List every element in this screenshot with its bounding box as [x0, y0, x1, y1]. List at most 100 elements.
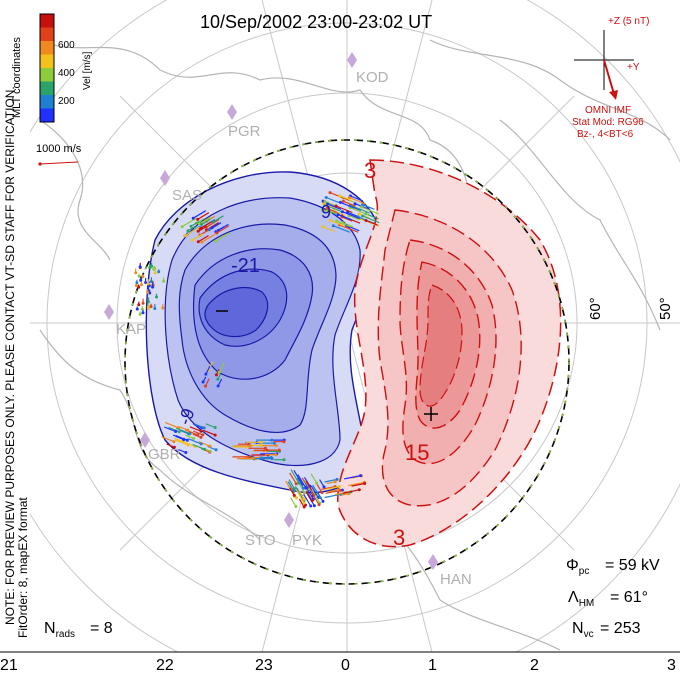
mlt-tick-3: 3 — [667, 657, 676, 674]
velocity-vector — [293, 469, 303, 485]
phi-pc-value: = 59 kV — [605, 557, 660, 574]
station-label-sas: SAS — [172, 187, 202, 204]
velocity-vector — [321, 486, 336, 490]
velocity-vector — [192, 210, 207, 219]
velocity-vector — [310, 473, 318, 484]
velocity-vector — [202, 376, 207, 383]
colorbar-block — [40, 54, 54, 68]
velocity-vector — [194, 423, 205, 429]
velocity-vector — [193, 423, 203, 429]
velocity-vector — [197, 235, 209, 243]
velocity-vector — [349, 207, 369, 216]
velocity-vector — [349, 196, 366, 205]
velocity-vector — [185, 434, 194, 440]
velocity-vector — [311, 489, 321, 504]
velocity-vector — [211, 222, 222, 229]
station-han: HAN — [428, 554, 472, 588]
n-vc-value: = 253 — [600, 620, 641, 637]
velocity-vector — [310, 491, 320, 506]
velocity-vector — [185, 226, 200, 237]
velocity-vector — [191, 233, 203, 241]
velocity-vector — [163, 426, 176, 433]
velocity-vector — [205, 365, 211, 375]
velocity-vector — [350, 204, 370, 214]
imf-z-label: +Z (5 nT) — [608, 16, 649, 27]
velocity-vector — [202, 429, 216, 436]
velocity-vectors — [134, 191, 380, 509]
station-sas: SAS — [160, 170, 202, 204]
imf-y-label: +Y — [627, 62, 640, 73]
mlt-tick-21: 21 — [0, 657, 18, 674]
velocity-vector — [342, 489, 360, 494]
velocity-vector — [339, 224, 359, 233]
mlt-tick-23: 23 — [255, 657, 273, 674]
colorbar-tick-600: 600 — [58, 40, 75, 51]
velocity-vector — [188, 438, 202, 445]
velocity-vector — [305, 490, 313, 501]
velocity-vector — [217, 378, 223, 387]
latitude-label-60: 60° — [587, 297, 604, 320]
velocity-vector — [326, 486, 340, 490]
velocity-vector — [205, 219, 220, 228]
velocity-vector — [351, 482, 365, 487]
velocity-vector — [348, 215, 360, 221]
velocity-vector — [365, 219, 379, 226]
velocity-vector — [343, 200, 356, 207]
velocity-vector — [336, 220, 352, 228]
heppner-maynard-boundary-green — [124, 139, 570, 585]
colorbar-tick-200: 200 — [58, 96, 75, 107]
velocity-vector — [290, 469, 300, 484]
velocity-colorbar — [39, 13, 55, 123]
velocity-vector — [192, 443, 205, 450]
velocity-vector — [216, 225, 230, 234]
velocity-vector — [324, 478, 338, 483]
velocity-vector — [325, 196, 340, 204]
map-title: 10/Sep/2002 23:00-23:02 UT — [200, 12, 432, 32]
colorbar-block — [40, 81, 54, 95]
velocity-vector — [335, 205, 353, 214]
velocity-vector — [178, 448, 187, 454]
velocity-vector — [305, 492, 315, 507]
n-rads-symbol: Nrads — [44, 620, 75, 640]
velocity-vector — [199, 220, 213, 230]
station-label-sto: STO — [245, 532, 276, 549]
velocity-vector — [190, 220, 200, 227]
imf-source: OMNI IMF — [585, 105, 631, 116]
velocity-vector — [174, 439, 189, 446]
velocity-vector — [298, 498, 305, 508]
velocity-vector — [304, 480, 311, 490]
coordinates-label: MLT coordinates — [11, 37, 23, 118]
velocity-vector — [340, 201, 355, 209]
colorbar-block — [40, 95, 54, 109]
station-label-pyk: PYK — [292, 532, 322, 549]
velocity-vector — [323, 202, 334, 208]
velocity-vector — [342, 211, 360, 220]
velocity-vector — [181, 217, 197, 228]
velocity-vector — [174, 437, 183, 443]
station-kap: KAP — [104, 304, 146, 338]
velocity-vector — [337, 214, 353, 221]
velocity-vector — [326, 207, 338, 214]
velocity-vector — [326, 481, 336, 485]
velocity-vector — [362, 204, 375, 210]
velocity-vector — [199, 216, 211, 225]
contour-label-minus21: -21 — [231, 255, 260, 277]
scale-vector-label: 1000 m/s — [36, 143, 82, 155]
velocity-vector — [198, 441, 211, 447]
velocity-vector — [348, 481, 365, 487]
station-pyk: PYK — [292, 532, 322, 549]
colorbar-frame — [39, 13, 55, 123]
velocity-vector — [289, 472, 297, 485]
station-sto: STO — [245, 512, 294, 549]
colorbar-block — [40, 108, 54, 122]
velocity-vector — [350, 195, 364, 202]
velocity-vector — [362, 215, 380, 224]
velocity-vector — [310, 485, 319, 498]
colorbar-block — [40, 27, 54, 41]
velocity-vector — [189, 426, 202, 432]
velocity-vector — [205, 423, 216, 429]
velocity-vector — [197, 212, 210, 220]
lambda-hm-symbol: ΛHM — [568, 589, 594, 609]
radar-stations: KOD PGR SAS KAP GBR STO PYK HAN — [104, 52, 472, 588]
